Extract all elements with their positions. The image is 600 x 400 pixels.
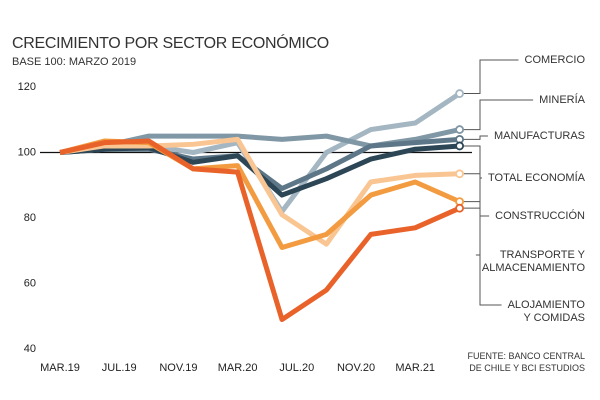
legend-label: TRANSPORTE Y ALMACENAMIENTO bbox=[482, 249, 586, 274]
end-marker bbox=[455, 203, 465, 213]
end-marker bbox=[455, 89, 465, 98]
x-tick-label: MAR.21 bbox=[395, 362, 435, 374]
x-tick-label: JUL.19 bbox=[102, 362, 137, 374]
y-tick-label: 40 bbox=[24, 343, 36, 355]
y-tick-label: 100 bbox=[18, 146, 36, 158]
legend-label: MANUFACTURAS bbox=[494, 130, 585, 142]
end-marker bbox=[455, 169, 465, 179]
y-tick-label: 80 bbox=[24, 212, 36, 224]
leader-line bbox=[459, 173, 490, 217]
series-line bbox=[59, 138, 461, 323]
x-tick-label: NOV.20 bbox=[337, 362, 375, 374]
x-tick-label: MAR.20 bbox=[218, 362, 258, 374]
end-marker bbox=[455, 125, 465, 134]
leader-line bbox=[459, 207, 502, 306]
x-tick-label: JUL.20 bbox=[279, 362, 314, 374]
legend-label: MINERÍA bbox=[539, 93, 586, 106]
leader-line bbox=[459, 135, 488, 140]
chart-subtitle: BASE 100: MARZO 2019 bbox=[12, 56, 136, 68]
x-tick-label: NOV.19 bbox=[159, 362, 197, 374]
y-tick-label: 60 bbox=[24, 277, 36, 289]
y-tick-label: 120 bbox=[18, 81, 36, 93]
chart-title: CRECIMIENTO POR SECTOR ECONÓMICO bbox=[12, 33, 329, 52]
x-tick-label: MAR.19 bbox=[40, 362, 80, 374]
series-line bbox=[59, 136, 460, 247]
legend-label: TOTAL ECONOMÍA bbox=[488, 171, 586, 184]
legend-label: CONSTRUCCIÓN bbox=[495, 209, 585, 222]
source-note: FUENTE: BANCO CENTRAL DE CHILE Y BCI ESTU… bbox=[467, 351, 585, 373]
leader-line bbox=[459, 99, 534, 131]
legend-label: ALOJAMIENTO Y COMIDAS bbox=[508, 299, 586, 324]
end-marker bbox=[455, 141, 465, 151]
leader-line bbox=[459, 145, 483, 179]
legend-label: COMERCIO bbox=[525, 54, 586, 66]
leader-line bbox=[459, 59, 519, 95]
